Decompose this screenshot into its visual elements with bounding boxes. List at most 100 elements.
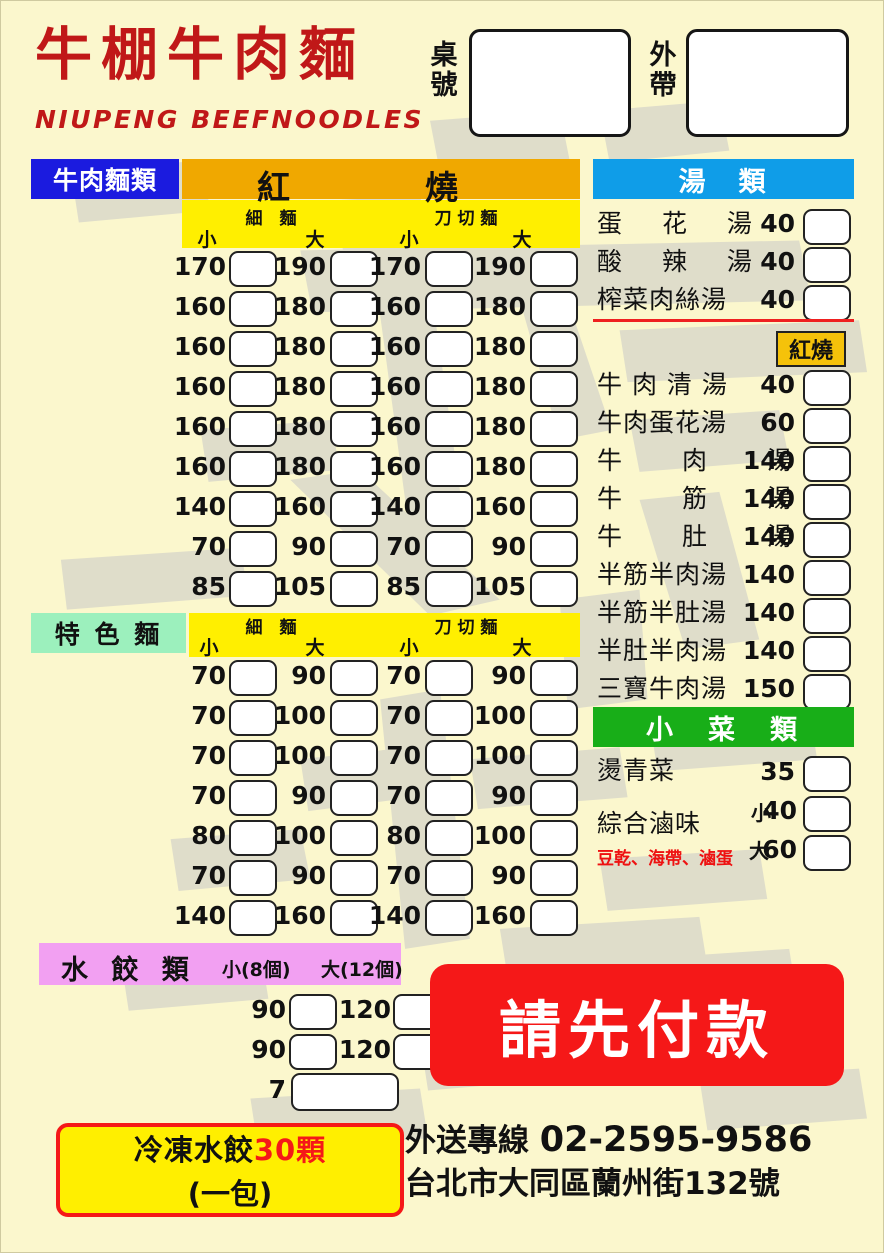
order-quantity-box[interactable]	[229, 740, 277, 776]
knife-noodle-header-beef: 刀 切 麵	[434, 209, 498, 229]
order-quantity-box[interactable]	[803, 247, 851, 283]
order-quantity-box[interactable]	[330, 700, 378, 736]
side-dish-order-box-2[interactable]	[803, 835, 851, 871]
order-quantity-box[interactable]	[330, 860, 378, 896]
order-quantity-box[interactable]	[229, 780, 277, 816]
frozen-dumpling-text: 冷凍水餃	[133, 1133, 254, 1167]
address-line: 台北市大同區蘭州街132號	[405, 1166, 780, 1202]
side-dish-size-label-1: 小	[751, 801, 771, 825]
dumpling-row: 豬肉水餃(每個)7	[1, 1071, 441, 1111]
side-dish-order-box-0[interactable]	[803, 756, 851, 792]
order-quantity-box[interactable]	[229, 371, 277, 407]
side-dish-order-box-1[interactable]	[803, 796, 851, 832]
side-dish-price-0: 35	[760, 757, 795, 786]
soup-item-price: 140	[742, 484, 795, 513]
soup-item-price: 40	[760, 247, 795, 276]
item-price: 90	[251, 1035, 286, 1064]
item-price: 160	[173, 332, 226, 361]
menu-row: 三寶牛肉麵170190170190	[1, 248, 585, 287]
side-dish-name-0: 燙青菜	[597, 756, 676, 785]
order-quantity-box[interactable]	[291, 1073, 399, 1111]
soup-item-name: 牛 筋 湯	[597, 484, 818, 513]
order-quantity-box[interactable]	[803, 285, 851, 321]
order-quantity-box[interactable]	[229, 700, 277, 736]
order-quantity-box[interactable]	[530, 251, 578, 287]
item-price: 180	[473, 412, 526, 441]
order-quantity-box[interactable]	[330, 900, 378, 936]
item-price: 90	[491, 532, 526, 561]
item-price: 100	[473, 701, 526, 730]
order-quantity-box[interactable]	[229, 331, 277, 367]
item-price: 100	[473, 741, 526, 770]
order-quantity-box[interactable]	[530, 491, 578, 527]
order-quantity-box[interactable]	[530, 291, 578, 327]
order-quantity-box[interactable]	[803, 209, 851, 245]
order-quantity-box[interactable]	[229, 660, 277, 696]
order-quantity-box[interactable]	[229, 491, 277, 527]
soup-item-price: 40	[760, 285, 795, 314]
order-quantity-box[interactable]	[530, 451, 578, 487]
order-quantity-box[interactable]	[330, 331, 378, 367]
order-quantity-box[interactable]	[530, 571, 578, 607]
order-quantity-box[interactable]	[229, 251, 277, 287]
side-dish-price-1: 40	[762, 796, 797, 825]
menu-row: 牛肉湯麵70907090	[1, 528, 585, 567]
order-quantity-box[interactable]	[530, 780, 578, 816]
order-quantity-box[interactable]	[530, 531, 578, 567]
delivery-label: 外送專線	[405, 1123, 529, 1159]
shop-name-english: NIUPENG BEEFNOODLES	[35, 105, 425, 134]
order-quantity-box[interactable]	[803, 484, 851, 520]
order-quantity-box[interactable]	[530, 860, 578, 896]
menu-row: 半筋半肉麵160180160180	[1, 288, 585, 327]
takeout-input[interactable]	[686, 29, 849, 137]
order-quantity-box[interactable]	[803, 674, 851, 710]
order-quantity-box[interactable]	[289, 1034, 337, 1070]
order-quantity-box[interactable]	[803, 522, 851, 558]
order-quantity-box[interactable]	[530, 700, 578, 736]
item-price: 160	[173, 452, 226, 481]
order-quantity-box[interactable]	[229, 900, 277, 936]
order-quantity-box[interactable]	[289, 994, 337, 1030]
menu-row: 牛肉麵140160140160	[1, 488, 585, 527]
item-price: 7	[268, 1075, 286, 1104]
order-quantity-box[interactable]	[803, 408, 851, 444]
item-price: 180	[273, 332, 326, 361]
order-quantity-box[interactable]	[530, 900, 578, 936]
soup-item-name: 牛 肉 清 湯	[597, 370, 728, 399]
item-price: 90	[291, 781, 326, 810]
item-price: 140	[173, 901, 226, 930]
item-price: 160	[368, 332, 421, 361]
order-quantity-box[interactable]	[530, 411, 578, 447]
item-price: 70	[386, 861, 421, 890]
soup-item-name: 半筋半肉湯	[597, 560, 728, 589]
contact-info: 外送專線 02-2595-9586 台北市大同區蘭州街132號	[405, 1119, 875, 1206]
menu-row: 牛 肚 麵160180160180	[1, 448, 585, 487]
table-number-input[interactable]	[469, 29, 631, 137]
order-quantity-box[interactable]	[330, 660, 378, 696]
size-large-thin-specialty: 大	[305, 637, 325, 659]
menu-row: 榨菜乾拌麵70907090	[1, 857, 585, 896]
order-quantity-box[interactable]	[803, 560, 851, 596]
order-quantity-box[interactable]	[803, 446, 851, 482]
soup-item-name: 蛋 花 湯	[597, 209, 768, 238]
phone-number: 02-2595-9586	[539, 1120, 813, 1160]
order-quantity-box[interactable]	[330, 820, 378, 856]
item-price: 100	[273, 701, 326, 730]
order-quantity-box[interactable]	[530, 740, 578, 776]
order-quantity-box[interactable]	[530, 820, 578, 856]
soup-item-price: 40	[760, 370, 795, 399]
order-quantity-box[interactable]	[530, 371, 578, 407]
order-quantity-box[interactable]	[803, 598, 851, 634]
order-quantity-box[interactable]	[229, 291, 277, 327]
knife-noodle-header-specialty: 刀 切 麵	[434, 618, 498, 638]
order-quantity-box[interactable]	[330, 371, 378, 407]
item-price: 190	[473, 252, 526, 281]
item-price: 90	[291, 661, 326, 690]
order-quantity-box[interactable]	[530, 331, 578, 367]
order-quantity-box[interactable]	[803, 370, 851, 406]
order-quantity-box[interactable]	[803, 636, 851, 672]
menu-row: 牛肉乾拌麵140160140160	[1, 897, 585, 936]
item-price: 180	[473, 332, 526, 361]
order-quantity-box[interactable]	[530, 660, 578, 696]
item-price: 70	[386, 532, 421, 561]
